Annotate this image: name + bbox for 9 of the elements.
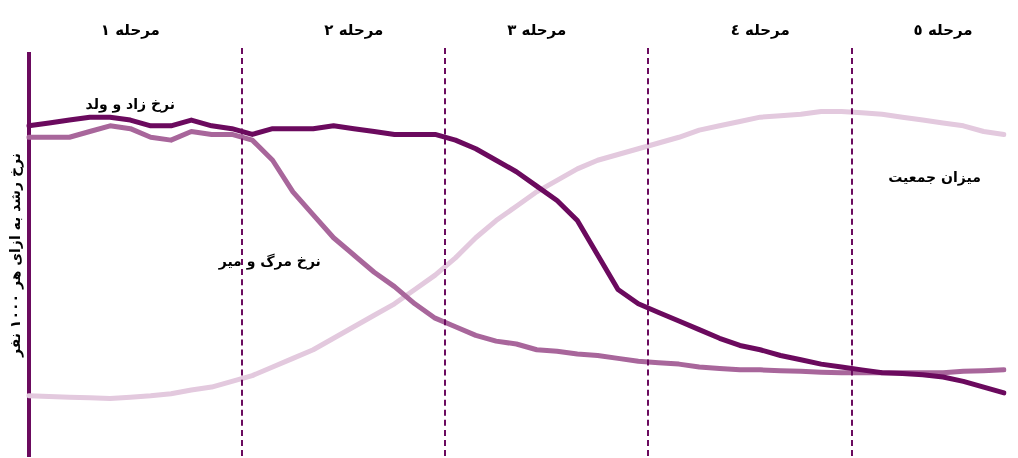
- annotation: نرخ مرگ و میر: [217, 252, 321, 270]
- y-axis-title: نرخ رشد به ازای هر ۱۰۰۰ نفر: [7, 152, 25, 359]
- annotation: میزان جمعیت: [888, 168, 981, 186]
- annotation: نرخ زاد و ولد: [85, 95, 176, 113]
- x-tick-label: مرحله ۳: [507, 20, 567, 39]
- x-tick-label: مرحله ٥: [913, 20, 973, 39]
- x-tick-label: مرحله ٤: [730, 20, 790, 39]
- x-tick-label: مرحله ۲: [324, 20, 384, 39]
- x-tick-label: مرحله ۱: [100, 20, 160, 39]
